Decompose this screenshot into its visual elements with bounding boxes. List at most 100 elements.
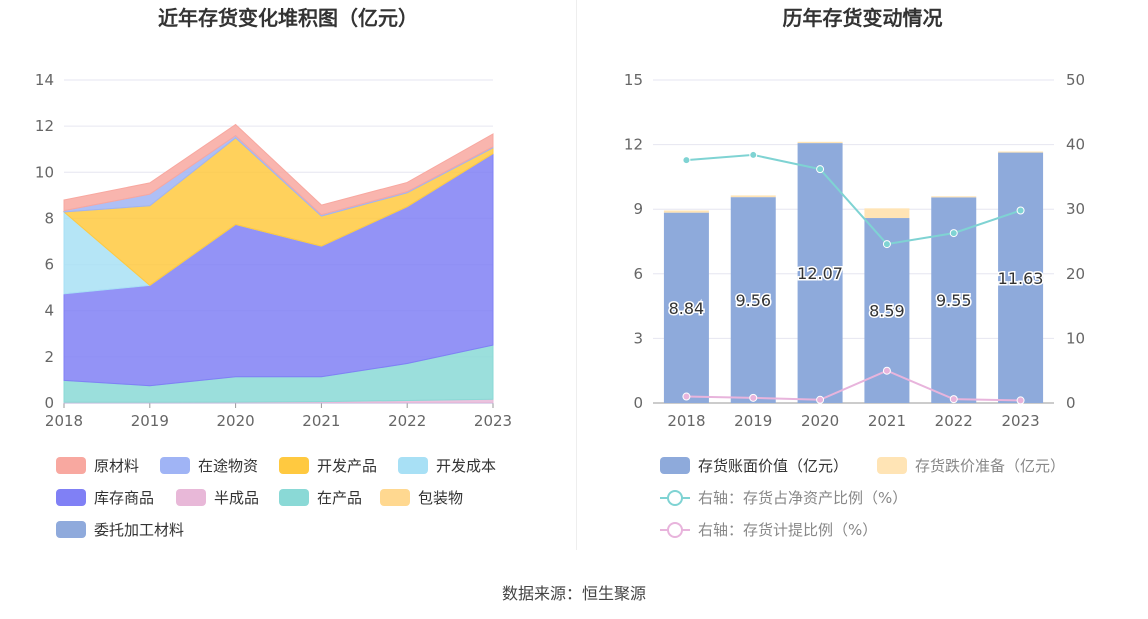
inventory-stacked-area-panel: 近年存货变化堆积图（亿元） 0 2 4 6 8 10 12 14 2018 2019 2020 202… (0, 0, 576, 550)
y-tick-label: 0 (633, 394, 643, 412)
legend-item-右轴-存货计提比例[interactable]: 右轴：存货计提比例（%） (660, 519, 877, 540)
bar-value-label: 9.56 (735, 291, 771, 310)
y-tick-label: 10 (35, 163, 54, 181)
legend-swatch (56, 489, 86, 506)
x-tick-label: 2022 (388, 412, 426, 430)
area-原材料 (63, 123, 494, 216)
legend-item-右轴-存货占净资产比例[interactable]: 右轴：存货占净资产比例（%） (660, 487, 907, 508)
line-point (882, 240, 891, 249)
legend-swatch (660, 489, 690, 506)
bar-line-chart: 0 3 6 9 12 15 0 10 20 30 40 50 2018 2019 2020 2021 2022 2… (624, 71, 1085, 430)
line-inventory-ratio (686, 153, 1021, 246)
legend-label: 存货跌价准备（亿元） (915, 457, 1066, 475)
legend-item-开发产品[interactable]: 开发产品 (279, 455, 377, 476)
x-tick-label: 2023 (1001, 412, 1039, 430)
y-tick-label: 15 (624, 71, 643, 89)
x-tick-label: 2023 (474, 412, 512, 430)
bar-book-value (663, 212, 709, 403)
legend-label: 在途物资 (198, 457, 259, 475)
legend-item-包装物[interactable]: 包装物 (380, 487, 463, 508)
y-tick-label: 9 (633, 200, 643, 218)
legend-label: 开发成本 (436, 457, 497, 475)
data-source: 数据来源：恒生聚源 (501, 584, 646, 603)
legend-swatch (380, 489, 410, 506)
line-point (682, 392, 691, 401)
legend-swatch (398, 457, 428, 474)
legend-item-存货跌价准备-亿元[interactable]: 存货跌价准备（亿元） (877, 455, 1065, 476)
legend-label: 委托加工材料 (94, 521, 185, 539)
line-point (816, 395, 825, 404)
x-tick-label: 2021 (868, 412, 906, 430)
x-tick-label: 2018 (667, 412, 705, 430)
legend-swatch (660, 521, 690, 538)
x-tick-label: 2019 (734, 412, 772, 430)
legend-label: 库存商品 (94, 489, 155, 507)
legend-swatch (279, 457, 309, 474)
bar-book-value (730, 197, 776, 403)
legend-item-委托加工材料[interactable]: 委托加工材料 (56, 519, 184, 540)
legend-item-存货账面价值-亿元[interactable]: 存货账面价值（亿元） (660, 455, 848, 476)
y2-tick-label: 10 (1066, 329, 1085, 347)
legend-label: 原材料 (94, 457, 140, 475)
inventory-change-panel: 历年存货变动情况 0 3 6 9 12 15 0 10 20 30 40 50 2018 2019 2020… (577, 0, 1148, 550)
line-point (1016, 396, 1025, 405)
legend-item-库存商品[interactable]: 库存商品 (56, 487, 154, 508)
line-point (882, 366, 891, 375)
y2-tick-label: 0 (1066, 394, 1076, 412)
x-tick-label: 2020 (217, 412, 255, 430)
bar-value-label: 8.84 (669, 299, 705, 318)
y-tick-label: 12 (624, 136, 643, 154)
x-tick-label: 2019 (131, 412, 169, 430)
legend-item-半成品[interactable]: 半成品 (176, 487, 259, 508)
bar-value-label: 11.63 (998, 269, 1044, 288)
bar-value-label: 12.07 (797, 264, 843, 283)
legend-swatch (279, 489, 309, 506)
bar-provision (998, 151, 1044, 153)
bar-value-label: 9.55 (936, 291, 972, 310)
bar-provision (730, 195, 776, 198)
x-tick-label: 2018 (45, 412, 83, 430)
legend-swatch (56, 457, 86, 474)
left-chart-title: 近年存货变化堆积图（亿元） (158, 6, 418, 30)
legend-swatch (877, 457, 907, 474)
legend-label: 存货账面价值（亿元） (698, 457, 849, 475)
legend-item-在途物资[interactable]: 在途物资 (160, 455, 258, 476)
y2-tick-label: 20 (1066, 265, 1085, 283)
legend-item-开发成本[interactable]: 开发成本 (398, 455, 496, 476)
y-tick-label: 6 (633, 265, 643, 283)
legend-item-原材料[interactable]: 原材料 (56, 455, 139, 476)
panel-divider (576, 0, 577, 550)
line-point (949, 395, 958, 404)
legend-swatch (160, 457, 190, 474)
bar-provision (663, 210, 709, 213)
line-point (949, 229, 958, 238)
x-tick-label: 2021 (302, 412, 340, 430)
bar-book-value (998, 152, 1044, 403)
line-point (749, 393, 758, 402)
bar-provision (864, 208, 910, 219)
legend-label: 半成品 (214, 489, 260, 507)
stacked-area-chart: 0 2 4 6 8 10 12 14 2018 2019 2020 2021 2022 2023 (35, 71, 512, 430)
y2-tick-label: 50 (1066, 71, 1085, 89)
legend-label: 右轴：存货占净资产比例（%） (698, 489, 908, 507)
x-tick-label: 2022 (935, 412, 973, 430)
y2-tick-label: 30 (1066, 200, 1085, 218)
right-chart-title: 历年存货变动情况 (782, 6, 943, 30)
legend-label: 右轴：存货计提比例（%） (698, 521, 878, 539)
line-point (816, 165, 825, 174)
y-tick-label: 0 (44, 394, 54, 412)
line-point (749, 150, 758, 159)
legend-swatch (56, 521, 86, 538)
line-provision-ratio (686, 369, 1021, 402)
y2-tick-label: 40 (1066, 136, 1085, 154)
bar-value-label: 8.59 (869, 302, 905, 321)
y-tick-label: 2 (44, 348, 54, 366)
legend-item-在产品[interactable]: 在产品 (279, 487, 362, 508)
legend-swatch (176, 489, 206, 506)
y-tick-label: 6 (44, 256, 54, 274)
y-tick-label: 8 (44, 209, 54, 227)
legend-swatch (660, 457, 690, 474)
y-tick-label: 3 (633, 329, 643, 347)
x-tick-label: 2020 (801, 412, 839, 430)
line-point (682, 156, 691, 165)
